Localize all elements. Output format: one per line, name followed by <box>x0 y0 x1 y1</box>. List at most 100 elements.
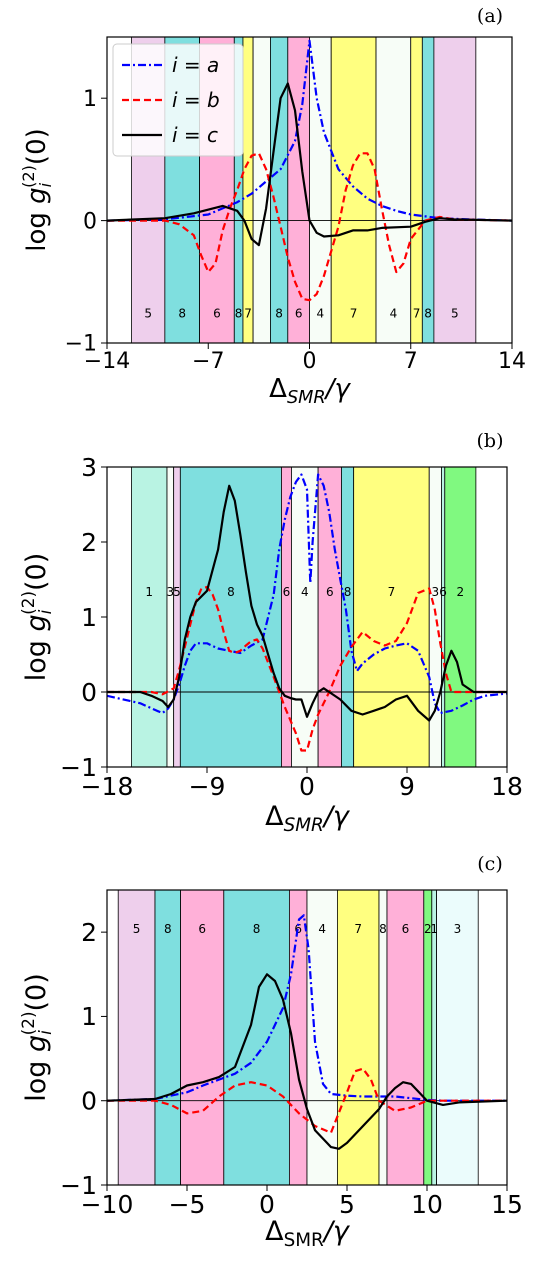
region-bands: 5 8 6 8 6 4 7 8 6 21 3 <box>117 890 479 1185</box>
region-label: 5 <box>144 306 152 320</box>
region-label: 8 <box>424 306 432 320</box>
x-tick-label: 10 <box>411 1190 443 1219</box>
region-band <box>223 890 290 1185</box>
x-tick-label: 0 <box>299 772 315 801</box>
y-tick-label: 0 <box>81 678 97 707</box>
region-band <box>166 467 175 767</box>
region-label: 7 <box>354 922 362 936</box>
series-group <box>107 914 507 1150</box>
region-band <box>131 467 168 767</box>
y-tick-label: 1 <box>81 603 97 632</box>
region-label: 7 <box>350 306 358 320</box>
y-tick-label: −1 <box>60 753 97 782</box>
x-tick-label: 7 <box>404 349 418 374</box>
x-tick-label: −18 <box>81 772 134 801</box>
region-label: 6 <box>402 922 410 936</box>
x-tick-label: −14 <box>84 349 130 374</box>
x-tick-label: 0 <box>303 349 317 374</box>
region-band <box>336 890 380 1185</box>
y-axis-label: log gi(2)(0) <box>18 553 55 682</box>
region-label: 3 <box>167 585 175 599</box>
region-label: 1 <box>145 585 153 599</box>
region-band <box>441 467 446 767</box>
x-axis-label-subscript: SMR <box>284 815 324 836</box>
x-tick-label: 14 <box>498 349 526 374</box>
region-label: 6 <box>295 306 303 320</box>
series-line-a <box>107 473 507 715</box>
region-label: 5 <box>173 585 181 599</box>
y-axis-label-sup: (2) <box>19 165 38 188</box>
region-band <box>179 467 282 767</box>
region-label: 7 <box>244 306 252 320</box>
y-axis-label-g: g <box>21 1035 52 1052</box>
y-axis-label-tail: (0) <box>22 128 52 165</box>
region-label: 2 <box>457 585 465 599</box>
region-band <box>444 467 477 767</box>
region-label: 6 <box>283 585 291 599</box>
x-axis-label: ΔSMR/γ <box>265 1216 351 1251</box>
x-tick-label: 18 <box>491 772 523 801</box>
region-band <box>433 37 477 343</box>
region-label: 8 <box>275 306 283 320</box>
region-band <box>341 467 355 767</box>
series-line-b <box>107 1067 507 1134</box>
region-label: 5 <box>133 922 141 936</box>
region-label: 4 <box>301 585 309 599</box>
region-label: 8 <box>344 585 352 599</box>
region-band <box>270 37 289 343</box>
region-band <box>317 467 342 767</box>
x-tick-label: −7 <box>192 349 224 374</box>
y-tick-label: 2 <box>81 528 97 557</box>
x-axis-label-rest: /γ <box>322 1216 351 1247</box>
panel-label: (b) <box>477 430 504 452</box>
y-axis-label-tail: (0) <box>21 973 52 1011</box>
legend-box <box>112 43 244 157</box>
region-label: 8 <box>178 306 186 320</box>
region-label: 5 <box>451 306 459 320</box>
region-label: 1 <box>430 922 438 936</box>
x-tick-label: −9 <box>189 772 226 801</box>
legend: i = a i = b i = c <box>112 43 244 157</box>
series-line-a <box>107 914 507 1102</box>
series-line-c <box>107 973 507 1150</box>
region-band <box>410 37 423 343</box>
y-tick-label: 3 <box>81 453 97 482</box>
panel-label: (c) <box>477 853 502 875</box>
region-band <box>173 467 181 767</box>
y-axis-label-g: g <box>22 187 52 204</box>
legend-entry: i = a <box>172 53 219 77</box>
x-axis-label: ΔSMR/γ <box>265 801 351 836</box>
plot-frame <box>106 889 508 1186</box>
y-axis-label-sub: i <box>35 609 55 614</box>
region-label: 4 <box>318 922 326 936</box>
region-label: 7 <box>413 306 421 320</box>
region-label: 4 <box>317 306 325 320</box>
panel-label: (a) <box>477 5 503 27</box>
series-group <box>107 473 507 752</box>
x-tick-label: 5 <box>339 1190 355 1219</box>
region-band <box>386 890 425 1185</box>
y-axis-label-sub: i <box>36 182 55 187</box>
series-line-b <box>107 152 512 302</box>
y-tick-label: 1 <box>81 1002 97 1031</box>
x-tick-label: 9 <box>399 772 415 801</box>
region-label: 6 <box>198 922 206 936</box>
x-tick-label: 0 <box>259 1190 275 1219</box>
x-tick-label: −10 <box>81 1190 134 1219</box>
region-band <box>421 37 435 343</box>
region-band <box>353 467 430 767</box>
y-axis-label-tail: (0) <box>21 553 52 591</box>
y-axis-label-sup: (2) <box>18 1011 38 1035</box>
y-tick-label: 0 <box>83 209 97 234</box>
y-tick-label: 0 <box>81 1086 97 1115</box>
y-axis-label: log gi(2)(0) <box>19 128 55 252</box>
y-axis-label-sub: i <box>35 1030 55 1035</box>
legend-entry: i = c <box>172 123 218 147</box>
region-label: 8 <box>379 922 387 936</box>
